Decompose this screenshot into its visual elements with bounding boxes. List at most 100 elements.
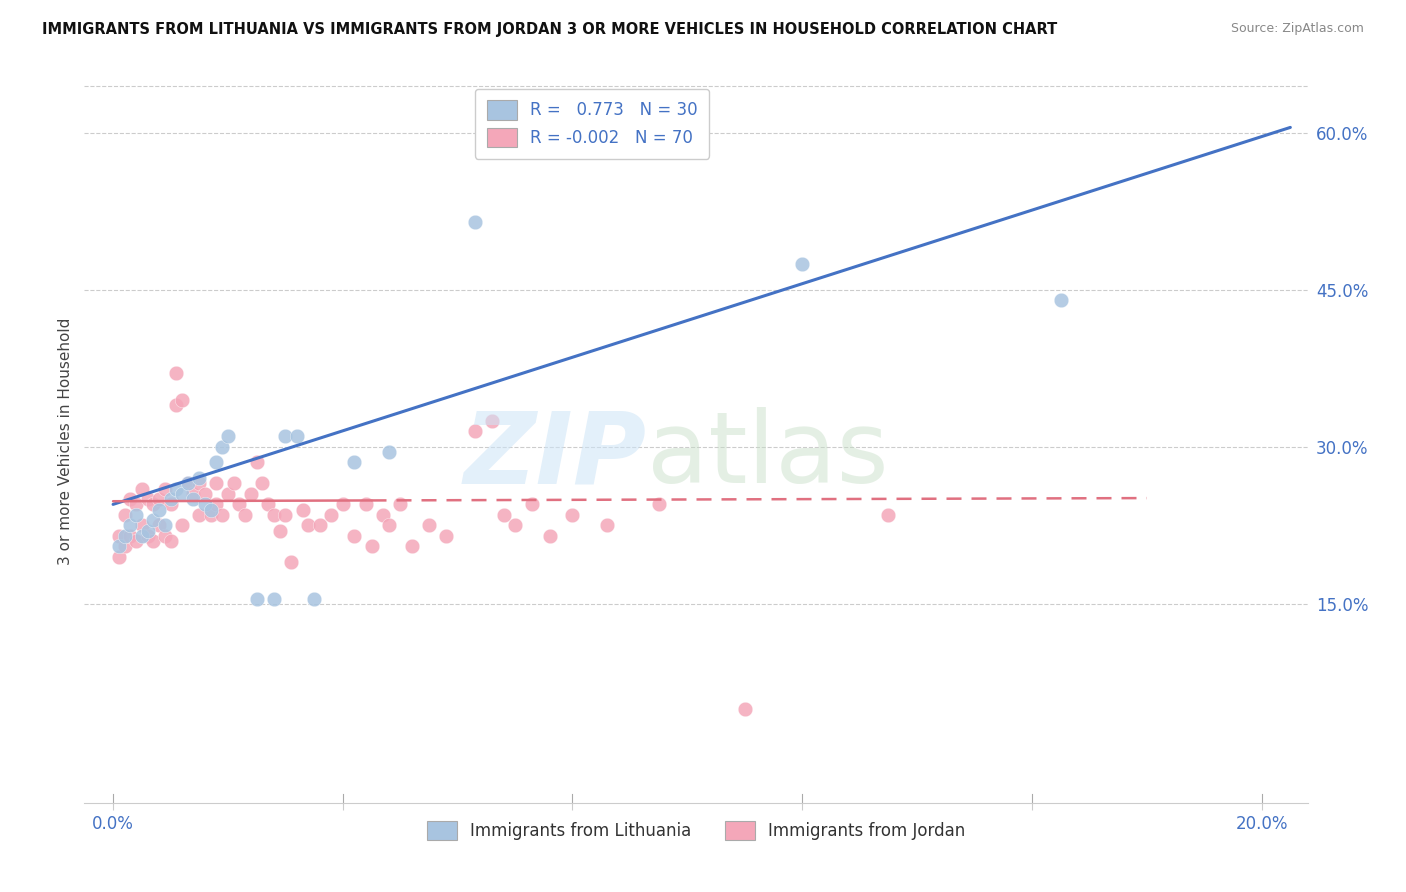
Point — [153, 529, 176, 543]
Point — [233, 508, 256, 522]
Point — [561, 508, 583, 522]
Point — [177, 476, 200, 491]
Point — [170, 487, 193, 501]
Point — [142, 497, 165, 511]
Point — [114, 539, 136, 553]
Y-axis label: 3 or more Vehicles in Household: 3 or more Vehicles in Household — [58, 318, 73, 566]
Point — [131, 529, 153, 543]
Point — [136, 492, 159, 507]
Point — [125, 497, 148, 511]
Point — [114, 508, 136, 522]
Point — [194, 497, 217, 511]
Point — [108, 539, 131, 553]
Point — [142, 513, 165, 527]
Point — [159, 492, 181, 507]
Point — [211, 440, 233, 454]
Point — [343, 529, 366, 543]
Text: ZIP: ZIP — [464, 408, 647, 505]
Point — [285, 429, 308, 443]
Point — [332, 497, 354, 511]
Point — [120, 518, 142, 533]
Point — [170, 392, 193, 407]
Point — [377, 518, 399, 533]
Point — [131, 482, 153, 496]
Point — [792, 256, 814, 270]
Point — [596, 518, 619, 533]
Point — [108, 529, 131, 543]
Point — [183, 492, 205, 507]
Point — [269, 524, 291, 538]
Point — [108, 549, 131, 564]
Point — [165, 482, 187, 496]
Point — [153, 518, 176, 533]
Point — [148, 492, 170, 507]
Point — [464, 214, 486, 228]
Point — [263, 591, 285, 606]
Point — [877, 508, 900, 522]
Point — [165, 367, 187, 381]
Point — [734, 701, 756, 715]
Text: Source: ZipAtlas.com: Source: ZipAtlas.com — [1230, 22, 1364, 36]
Point — [274, 508, 297, 522]
Point — [647, 497, 669, 511]
Point — [125, 508, 148, 522]
Point — [360, 539, 382, 553]
Point — [308, 518, 330, 533]
Point — [136, 529, 159, 543]
Point — [142, 534, 165, 549]
Point — [401, 539, 423, 553]
Point — [291, 502, 314, 516]
Point — [159, 534, 181, 549]
Point — [252, 476, 274, 491]
Point — [522, 497, 544, 511]
Point — [343, 455, 366, 469]
Point — [125, 534, 148, 549]
Point — [205, 455, 228, 469]
Point — [200, 508, 222, 522]
Point — [246, 591, 269, 606]
Point — [200, 502, 222, 516]
Point — [263, 508, 285, 522]
Point — [1049, 293, 1071, 308]
Point — [131, 518, 153, 533]
Point — [389, 497, 412, 511]
Point — [205, 497, 228, 511]
Point — [434, 529, 457, 543]
Point — [228, 497, 250, 511]
Point — [302, 591, 325, 606]
Point — [246, 455, 269, 469]
Point — [321, 508, 343, 522]
Point — [280, 555, 302, 569]
Point — [503, 518, 526, 533]
Point — [148, 518, 170, 533]
Point — [217, 487, 239, 501]
Legend: Immigrants from Lithuania, Immigrants from Jordan: Immigrants from Lithuania, Immigrants fr… — [420, 814, 972, 847]
Point — [170, 518, 193, 533]
Point — [205, 476, 228, 491]
Point — [120, 492, 142, 507]
Point — [148, 502, 170, 516]
Point — [194, 487, 217, 501]
Point — [159, 497, 181, 511]
Point — [239, 487, 262, 501]
Point — [257, 497, 280, 511]
Point — [354, 497, 377, 511]
Point — [222, 476, 245, 491]
Point — [492, 508, 515, 522]
Point — [538, 529, 561, 543]
Point — [120, 529, 142, 543]
Point — [165, 398, 187, 412]
Text: IMMIGRANTS FROM LITHUANIA VS IMMIGRANTS FROM JORDAN 3 OR MORE VEHICLES IN HOUSEH: IMMIGRANTS FROM LITHUANIA VS IMMIGRANTS … — [42, 22, 1057, 37]
Text: atlas: atlas — [647, 408, 889, 505]
Point — [274, 429, 297, 443]
Point — [418, 518, 440, 533]
Point — [217, 429, 239, 443]
Point — [371, 508, 394, 522]
Point — [136, 524, 159, 538]
Point — [297, 518, 319, 533]
Point — [188, 476, 211, 491]
Point — [481, 414, 503, 428]
Point — [464, 424, 486, 438]
Point — [377, 445, 399, 459]
Point — [183, 487, 205, 501]
